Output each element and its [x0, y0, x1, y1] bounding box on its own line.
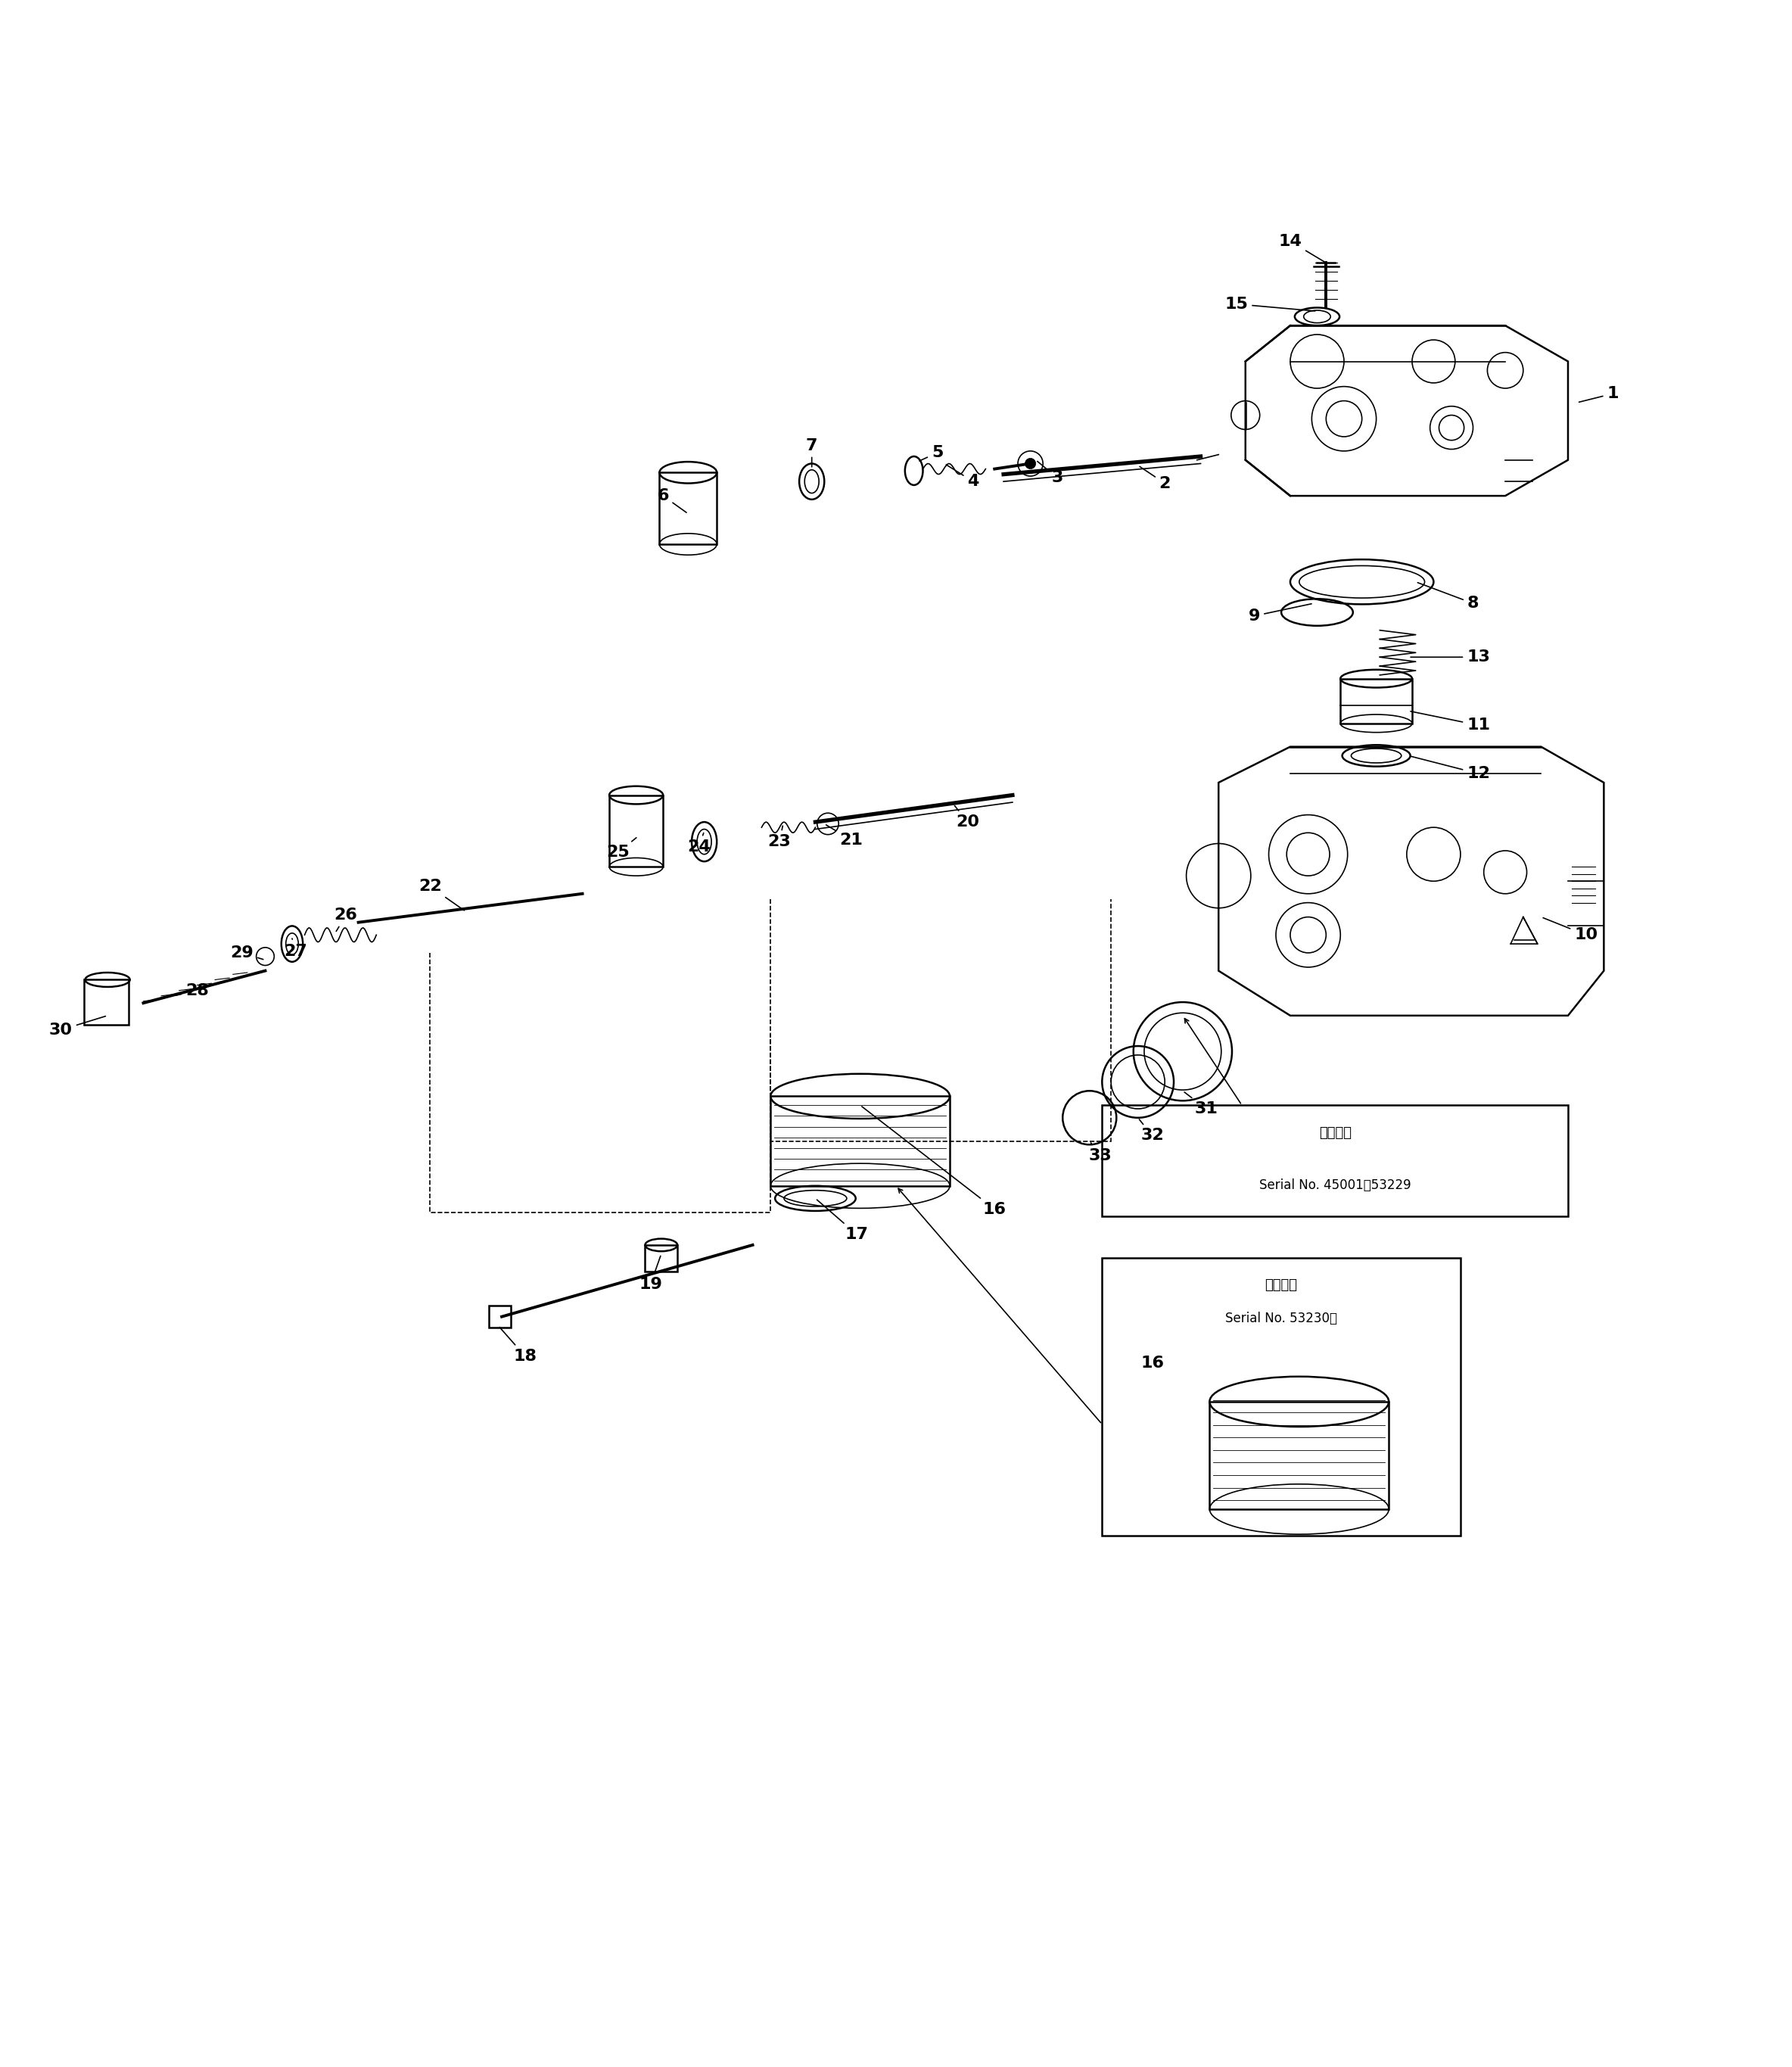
- Bar: [1210, 1401, 1389, 1509]
- Text: 23: 23: [769, 827, 790, 850]
- Text: 25: 25: [607, 837, 636, 860]
- Text: 12: 12: [1410, 757, 1491, 781]
- Text: 2: 2: [1140, 467, 1170, 490]
- Bar: [609, 796, 663, 866]
- Text: 20: 20: [955, 806, 980, 829]
- Bar: [1102, 1106, 1568, 1215]
- Text: Serial No. 45001～53229: Serial No. 45001～53229: [1260, 1178, 1410, 1193]
- Text: 適用号機: 適用号機: [1265, 1279, 1297, 1292]
- Text: 15: 15: [1224, 296, 1315, 312]
- Text: 9: 9: [1249, 604, 1312, 624]
- Text: 17: 17: [817, 1199, 869, 1242]
- Text: 1: 1: [1579, 387, 1618, 403]
- Text: 7: 7: [806, 438, 817, 467]
- Text: 8: 8: [1417, 583, 1478, 612]
- Text: 21: 21: [826, 825, 864, 847]
- Text: Serial No. 53230～: Serial No. 53230～: [1226, 1313, 1337, 1325]
- Text: 16: 16: [862, 1106, 1007, 1217]
- Bar: [84, 980, 129, 1025]
- Text: 22: 22: [419, 878, 464, 909]
- Bar: [645, 1244, 677, 1271]
- Text: 14: 14: [1278, 234, 1324, 263]
- Bar: [771, 1096, 950, 1186]
- Text: 16: 16: [1140, 1356, 1165, 1370]
- Circle shape: [1025, 459, 1036, 469]
- Text: 24: 24: [688, 833, 710, 854]
- Text: 3: 3: [1038, 461, 1063, 486]
- Bar: [489, 1306, 511, 1327]
- Text: 19: 19: [638, 1257, 663, 1292]
- Text: 4: 4: [946, 465, 978, 490]
- Text: 28: 28: [176, 984, 210, 998]
- Text: 32: 32: [1140, 1120, 1163, 1143]
- Text: 11: 11: [1410, 711, 1491, 734]
- Text: 10: 10: [1543, 918, 1598, 943]
- Text: 18: 18: [500, 1327, 538, 1364]
- Text: 31: 31: [1185, 1091, 1219, 1116]
- Text: 5: 5: [919, 444, 943, 461]
- Bar: [659, 473, 717, 544]
- Text: 30: 30: [48, 1017, 106, 1038]
- Bar: [1102, 1257, 1460, 1536]
- Text: 13: 13: [1410, 649, 1491, 666]
- Text: 6: 6: [658, 488, 686, 513]
- Bar: [1340, 678, 1412, 723]
- Text: 27: 27: [283, 938, 308, 959]
- Text: 29: 29: [231, 945, 263, 961]
- Text: 26: 26: [333, 907, 358, 932]
- Text: 33: 33: [1090, 1143, 1111, 1164]
- Text: 適用号機: 適用号機: [1319, 1127, 1351, 1139]
